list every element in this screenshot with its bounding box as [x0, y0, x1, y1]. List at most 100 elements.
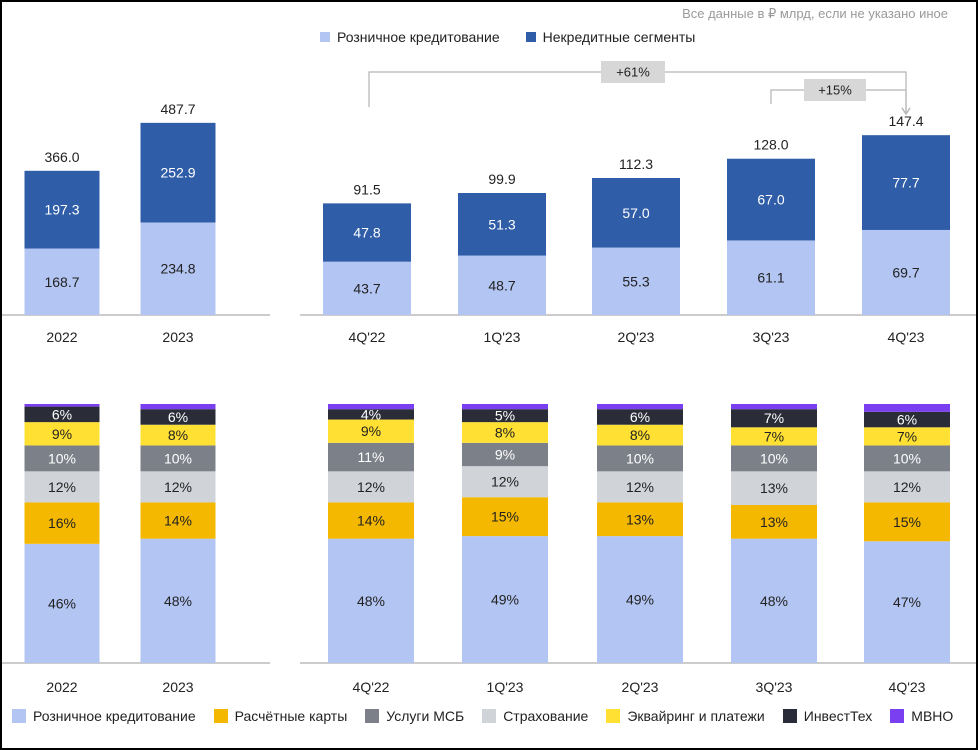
segment-bar	[328, 409, 414, 420]
segment-bar	[24, 543, 100, 663]
segment-value-label: 15%	[893, 514, 921, 530]
legend-label: ИнвестТех	[803, 708, 873, 724]
x-tick-label: 4Q'23	[889, 679, 926, 695]
legend-label: Розничное кредитование	[337, 29, 500, 45]
segment-value-label: 14%	[164, 513, 192, 529]
bar-non-credit	[24, 170, 100, 249]
segment-bar	[864, 471, 950, 503]
segment-bar	[597, 404, 683, 410]
bar-non-credit	[323, 203, 411, 262]
segment-value-label: 12%	[893, 479, 921, 495]
bar-retail-lending	[140, 222, 216, 315]
segment-bar	[24, 404, 100, 407]
x-tick-label: 1Q'23	[484, 329, 521, 345]
segment-bar	[597, 536, 683, 663]
x-tick-label: 2Q'23	[618, 329, 655, 345]
segment-value-label: 6%	[168, 409, 188, 425]
segment-value-label: 13%	[626, 511, 654, 527]
growth-badge	[804, 79, 866, 101]
segment-bar	[864, 411, 950, 428]
segment-value-label: 9%	[52, 426, 72, 442]
segment-bar	[328, 538, 414, 663]
segment-value-label: 12%	[357, 479, 385, 495]
legend-item-investtech: ИнвестТех	[782, 708, 873, 724]
legend-label: Эквайринг и платежи	[627, 708, 765, 724]
legend-swatch	[890, 709, 905, 723]
segment-bar	[462, 422, 548, 443]
bar-value-label: 77.7	[892, 175, 919, 191]
bar-value-label: 197.3	[44, 202, 79, 218]
segment-value-label: 6%	[630, 409, 650, 425]
segment-bar	[462, 536, 548, 663]
segment-value-label: 46%	[48, 595, 76, 611]
segment-bar	[328, 404, 414, 410]
x-tick-label: 3Q'23	[756, 679, 793, 695]
segment-value-label: 13%	[760, 480, 788, 496]
segment-value-label: 10%	[893, 450, 921, 466]
segment-bar	[140, 409, 216, 425]
bar-total-label: 128.0	[753, 137, 788, 153]
bar-total-label: 487.7	[160, 101, 195, 117]
legend-swatch	[782, 709, 797, 723]
bar-non-credit	[592, 177, 680, 248]
segment-bar	[140, 538, 216, 663]
legend-swatch	[365, 709, 380, 723]
segment-value-label: 16%	[48, 515, 76, 531]
segment-bar	[462, 442, 548, 467]
segment-bar	[140, 445, 216, 472]
top-legend: Розничное кредитование Некредитные сегме…	[320, 29, 695, 45]
bar-value-label: 168.7	[44, 274, 79, 290]
bar-value-label: 43.7	[353, 280, 380, 296]
segment-value-label: 4%	[361, 406, 381, 422]
x-tick-label: 2022	[46, 679, 77, 695]
legend-label: Страхование	[503, 708, 589, 724]
x-tick-label: 4Q'23	[888, 329, 925, 345]
segment-bar	[462, 497, 548, 537]
segment-bar	[864, 502, 950, 542]
segment-value-label: 47%	[893, 594, 921, 610]
x-tick-label: 2Q'23	[622, 679, 659, 695]
bar-value-label: 67.0	[757, 192, 784, 208]
segment-value-label: 7%	[764, 428, 784, 444]
segment-value-label: 48%	[760, 593, 788, 609]
legend-label: Расчётные карты	[234, 708, 348, 724]
segment-value-label: 5%	[495, 408, 515, 424]
segment-value-label: 10%	[164, 450, 192, 466]
segment-value-label: 8%	[168, 427, 188, 443]
segment-bar	[731, 471, 817, 506]
segment-value-label: 49%	[626, 592, 654, 608]
segment-value-label: 9%	[495, 447, 515, 463]
segment-value-label: 11%	[358, 449, 385, 465]
segment-bar	[328, 419, 414, 443]
segment-bar	[328, 471, 414, 503]
bar-non-credit	[458, 193, 546, 256]
bar-value-label: 252.9	[160, 165, 195, 181]
x-tick-label: 2023	[162, 679, 193, 695]
legend-label: Услуги МСБ	[386, 708, 465, 724]
bar-retail-lending	[727, 240, 815, 315]
legend-swatch	[12, 709, 26, 723]
segment-bar	[24, 445, 100, 472]
segment-bar	[864, 445, 950, 472]
segment-value-label: 12%	[48, 479, 76, 495]
segment-bar	[24, 471, 100, 503]
segment-value-label: 10%	[760, 450, 788, 466]
segment-bar	[462, 466, 548, 498]
segment-bar	[731, 404, 817, 410]
bar-non-credit	[862, 135, 950, 230]
bar-total-label: 147.4	[888, 113, 923, 129]
bar-value-label: 234.8	[160, 261, 195, 277]
legend-label: Розничное кредитование	[33, 708, 196, 724]
segment-value-label: 6%	[52, 406, 72, 422]
segment-value-label: 6%	[897, 412, 917, 428]
segment-bar	[328, 442, 414, 472]
segment-value-label: 7%	[897, 428, 917, 444]
legend-item-sme: Услуги МСБ	[365, 708, 464, 724]
segment-value-label: 13%	[760, 514, 788, 530]
legend-item-cards: Расчётные карты	[213, 708, 348, 724]
growth-badge	[601, 61, 665, 83]
legend-item-non-credit: Некредитные сегменты	[525, 29, 695, 45]
bar-value-label: 61.1	[757, 270, 784, 286]
